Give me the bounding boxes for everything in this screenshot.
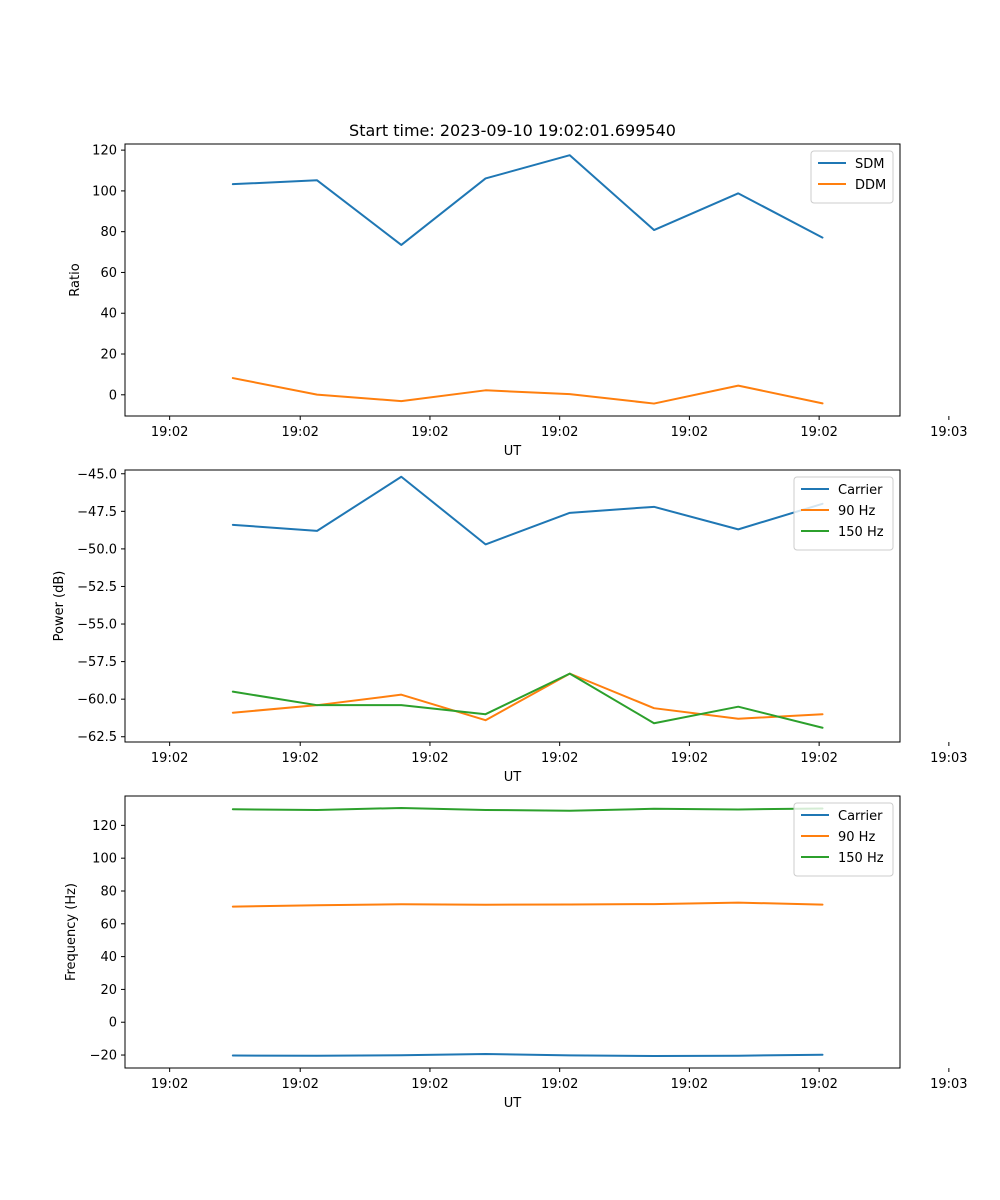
series-line-150-hz (231, 806, 824, 812)
x-tick-label: 19:02 (671, 1077, 708, 1092)
y-tick-label: −60.0 (77, 693, 117, 708)
legend-label: Carrier (838, 483, 883, 498)
legend-label: Carrier (838, 809, 883, 824)
x-tick-label: 19:02 (151, 425, 188, 440)
x-tick-label: 19:02 (541, 425, 578, 440)
x-tick-label: 19:02 (800, 1077, 837, 1092)
x-tick-label: 19:02 (281, 425, 318, 440)
legend-label: 90 Hz (838, 504, 875, 519)
y-tick-label: −47.5 (77, 505, 117, 520)
series-line-sdm (231, 154, 824, 246)
y-tick-label: 100 (92, 184, 117, 199)
series-line-90-hz (231, 672, 824, 722)
x-tick-label: 19:02 (151, 1077, 188, 1092)
y-tick-label: −55.0 (77, 618, 117, 633)
series-line-carrier (231, 475, 824, 546)
y-axis-label: Frequency (Hz) (64, 883, 79, 981)
y-tick-label: −50.0 (77, 542, 117, 557)
x-tick-label: 19:02 (671, 751, 708, 766)
chart-panel-1: 19:02 19:02 19:02 19:02 19:02 19:02 19:03 0 20 40… (68, 143, 968, 459)
y-tick-label: 20 (100, 983, 117, 998)
y-tick-label: 80 (100, 225, 117, 240)
x-tick-label: 19:02 (671, 425, 708, 440)
legend: SDM DDM (810, 150, 894, 204)
x-tick-label: 19:02 (541, 1077, 578, 1092)
x-tick-label: 19:03 (930, 751, 967, 766)
y-tick-label: −57.5 (77, 655, 117, 670)
y-tick-label: 60 (100, 266, 117, 281)
legend-label: 150 Hz (838, 851, 884, 866)
y-tick-label: −52.5 (77, 580, 117, 595)
x-axis-label: UT (504, 1096, 522, 1111)
y-tick-label: 80 (100, 884, 117, 899)
x-tick-label: 19:02 (281, 751, 318, 766)
x-tick-label: 19:02 (800, 425, 837, 440)
x-tick-label: 19:02 (541, 751, 578, 766)
series-line-150-hz (231, 672, 824, 729)
x-tick-label: 19:03 (930, 425, 967, 440)
legend-label: 150 Hz (838, 525, 884, 540)
x-axis-label: UT (504, 444, 522, 459)
y-tick-label: 120 (92, 144, 117, 159)
axes-frame (124, 469, 901, 743)
x-tick-label: 19:02 (411, 751, 448, 766)
chart-title: Start time: 2023-09-10 19:02:01.699540 (349, 121, 676, 140)
axes-frame (124, 795, 901, 1069)
y-tick-label: −45.0 (77, 467, 117, 482)
chart-panel-3: 19:02 19:02 19:02 19:02 19:02 19:02 19:03 −20 0 2… (64, 795, 968, 1111)
y-tick-label: 0 (109, 1016, 117, 1031)
legend-label: DDM (855, 178, 886, 193)
y-axis-label: Ratio (68, 263, 83, 296)
y-tick-label: 120 (92, 819, 117, 834)
y-tick-label: −62.5 (77, 730, 117, 745)
y-tick-label: 0 (109, 388, 117, 403)
x-tick-label: 19:02 (151, 751, 188, 766)
legend-label: SDM (855, 157, 884, 172)
legend: Carrier 90 Hz 150 Hz (793, 476, 894, 551)
y-tick-label: 20 (100, 348, 117, 363)
series-line-90-hz (231, 901, 824, 908)
chart-panel-2: 19:02 19:02 19:02 19:02 19:02 19:02 19:03 −62.5… (52, 467, 968, 785)
y-tick-label: 40 (100, 950, 117, 965)
y-tick-label: 40 (100, 307, 117, 322)
y-axis-label: Power (dB) (52, 571, 67, 642)
series-line-carrier (231, 1053, 824, 1058)
x-tick-label: 19:02 (411, 1077, 448, 1092)
legend: Carrier 90 Hz 150 Hz (793, 802, 894, 877)
x-tick-label: 19:03 (930, 1077, 967, 1092)
x-axis-label: UT (504, 770, 522, 785)
legend-label: 90 Hz (838, 830, 875, 845)
x-tick-label: 19:02 (411, 425, 448, 440)
y-tick-label: −20 (90, 1049, 117, 1064)
y-tick-label: 100 (92, 852, 117, 867)
x-tick-label: 19:02 (800, 751, 837, 766)
axes-frame (124, 143, 901, 417)
x-tick-label: 19:02 (281, 1077, 318, 1092)
series-line-ddm (231, 377, 824, 405)
y-tick-label: 60 (100, 917, 117, 932)
